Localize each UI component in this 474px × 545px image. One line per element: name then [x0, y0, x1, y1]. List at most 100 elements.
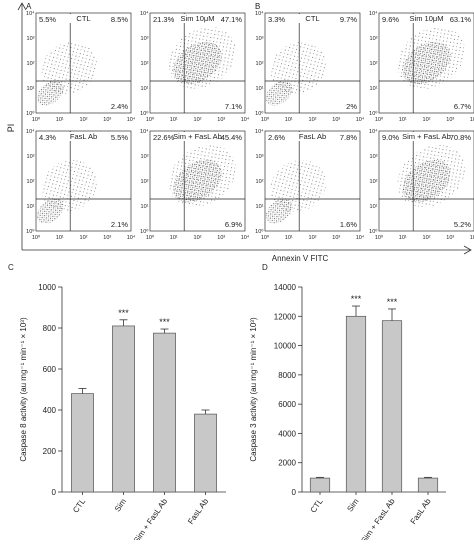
- y-tick-label: 10⁰: [140, 110, 149, 117]
- x-tick-label: 10¹: [285, 235, 293, 241]
- bar: [417, 477, 439, 493]
- x-tick-label: 10³: [446, 117, 454, 123]
- y-tick-label: 10⁴: [369, 10, 378, 17]
- y-tick-label: 10³: [256, 154, 264, 160]
- x-tick-label: 10¹: [170, 117, 178, 123]
- panel-title: Sim + FasL Ab: [173, 132, 222, 141]
- y-tick-label: 10¹: [370, 204, 378, 210]
- x-tick-label: 10²: [309, 235, 317, 241]
- x-tick-label: 10⁰: [146, 116, 155, 123]
- x-tick-label: 10⁴: [241, 234, 250, 241]
- y-tick-label: 10⁴: [26, 10, 35, 17]
- quadrant-percent: 8.5%: [111, 15, 128, 24]
- quadrant-percent: 4.3%: [39, 133, 56, 142]
- bar: [381, 320, 403, 493]
- y-tick-label: 400: [43, 406, 57, 415]
- x-tick-label: Sim: [113, 497, 128, 514]
- x-tick-label: 10⁰: [375, 116, 384, 123]
- significance-label: ***: [159, 317, 170, 327]
- y-tick-label: 10²: [27, 179, 35, 185]
- x-tick-label: 10⁴: [127, 234, 136, 241]
- x-tick-label: 10²: [194, 235, 202, 241]
- quadrant-percent: 9.7%: [340, 15, 357, 24]
- y-tick-label: 10⁰: [140, 228, 149, 235]
- x-tick-label: FasL Ab: [186, 497, 210, 526]
- y-tick-label: 10²: [370, 179, 378, 185]
- y-tick-label: 10³: [370, 36, 378, 42]
- x-tick-label: 10²: [423, 117, 431, 123]
- x-tick-label: 10¹: [399, 235, 407, 241]
- x-tick-label: Sim + FasL Ab: [132, 497, 169, 540]
- event-cloud: [402, 41, 451, 85]
- y-tick-label: 10³: [27, 36, 35, 42]
- y-tick-label: 10¹: [256, 86, 264, 92]
- x-tick-label: 10³: [217, 117, 225, 123]
- y-tick-label: 10³: [141, 154, 149, 160]
- y-tick-label: 10⁰: [26, 110, 35, 117]
- y-tick-label: 10⁰: [369, 110, 378, 117]
- quadrant-percent: 6.7%: [454, 102, 471, 111]
- x-tick-label: 10⁴: [470, 116, 474, 123]
- quadrant-percent: 22.6%: [153, 133, 175, 142]
- significance-label: ***: [351, 294, 362, 304]
- x-tick-label: 10⁴: [241, 116, 250, 123]
- y-tick-label: 2000: [278, 459, 296, 468]
- y-tick-label: 10⁴: [26, 128, 35, 135]
- x-tick-label: 10⁰: [32, 234, 41, 241]
- y-tick-label: 4000: [278, 429, 296, 438]
- y-tick-label: 12000: [274, 312, 297, 321]
- y-tick-label: 10²: [256, 179, 264, 185]
- y-tick-label: 10²: [256, 61, 264, 67]
- block-label: B: [255, 2, 260, 11]
- x-tick-label: 10⁰: [32, 116, 41, 123]
- y-tick-label: 10⁰: [369, 228, 378, 235]
- quadrant-percent: 47.1%: [221, 15, 243, 24]
- y-tick-label: 10²: [370, 61, 378, 67]
- block-label: A: [26, 2, 32, 11]
- bar: [309, 477, 331, 493]
- y-tick-label: 14000: [274, 283, 297, 292]
- quadrant-percent: 45.4%: [221, 133, 243, 142]
- y-tick-label: 600: [43, 365, 57, 374]
- x-tick-label: FasL Ab: [409, 497, 433, 526]
- event-cloud: [173, 41, 222, 85]
- event-cloud: [265, 198, 293, 224]
- y-tick-label: 10³: [370, 154, 378, 160]
- quadrant-percent: 9.0%: [382, 133, 399, 142]
- x-tick-label: 10³: [332, 117, 340, 123]
- x-tick-label: 10³: [217, 235, 225, 241]
- y-tick-label: 10⁰: [255, 110, 264, 117]
- x-tick-label: 10¹: [56, 117, 64, 123]
- x-tick-label: CTL: [71, 497, 87, 515]
- quadrant-percent: 70.8%: [450, 133, 472, 142]
- panel-title: CTL: [305, 14, 319, 23]
- x-tick-label: 10⁰: [261, 116, 270, 123]
- quadrant-percent: 2.6%: [268, 133, 285, 142]
- panel-title-bg: [400, 132, 453, 141]
- x-tick-label: 10³: [332, 235, 340, 241]
- panel-title: CTL: [76, 14, 90, 23]
- x-tick-label: 10³: [446, 235, 454, 241]
- quadrant-percent: 5.2%: [454, 220, 471, 229]
- quadrant-percent: 7.8%: [340, 133, 357, 142]
- x-tick-label: 10⁴: [356, 234, 365, 241]
- y-tick-label: 0: [52, 488, 57, 497]
- flow-y-arrowhead: [17, 2, 27, 11]
- flow-x-label: Annexin V FITC: [272, 254, 329, 263]
- y-tick-label: 10000: [274, 342, 297, 351]
- quadrant-percent: 5.5%: [39, 15, 56, 24]
- x-tick-label: 10⁰: [261, 234, 270, 241]
- quadrant-percent: 2%: [346, 102, 357, 111]
- y-axis-label: Caspase 3 activity (au mg⁻¹ min⁻¹ × 10³): [249, 317, 258, 462]
- panel-title-bg: [171, 14, 224, 23]
- quadrant-percent: 63.1%: [450, 15, 472, 24]
- y-tick-label: 10⁴: [140, 10, 149, 17]
- bar: [71, 393, 94, 493]
- panel-title: Sim + FasL Ab: [402, 132, 451, 141]
- x-tick-label: 10²: [80, 235, 88, 241]
- panel-title: FasL Ab: [299, 132, 326, 141]
- panel-label: D: [262, 263, 268, 272]
- flow-y-label: PI: [6, 124, 16, 133]
- quadrant-percent: 1.6%: [340, 220, 357, 229]
- x-tick-label: 10¹: [399, 117, 407, 123]
